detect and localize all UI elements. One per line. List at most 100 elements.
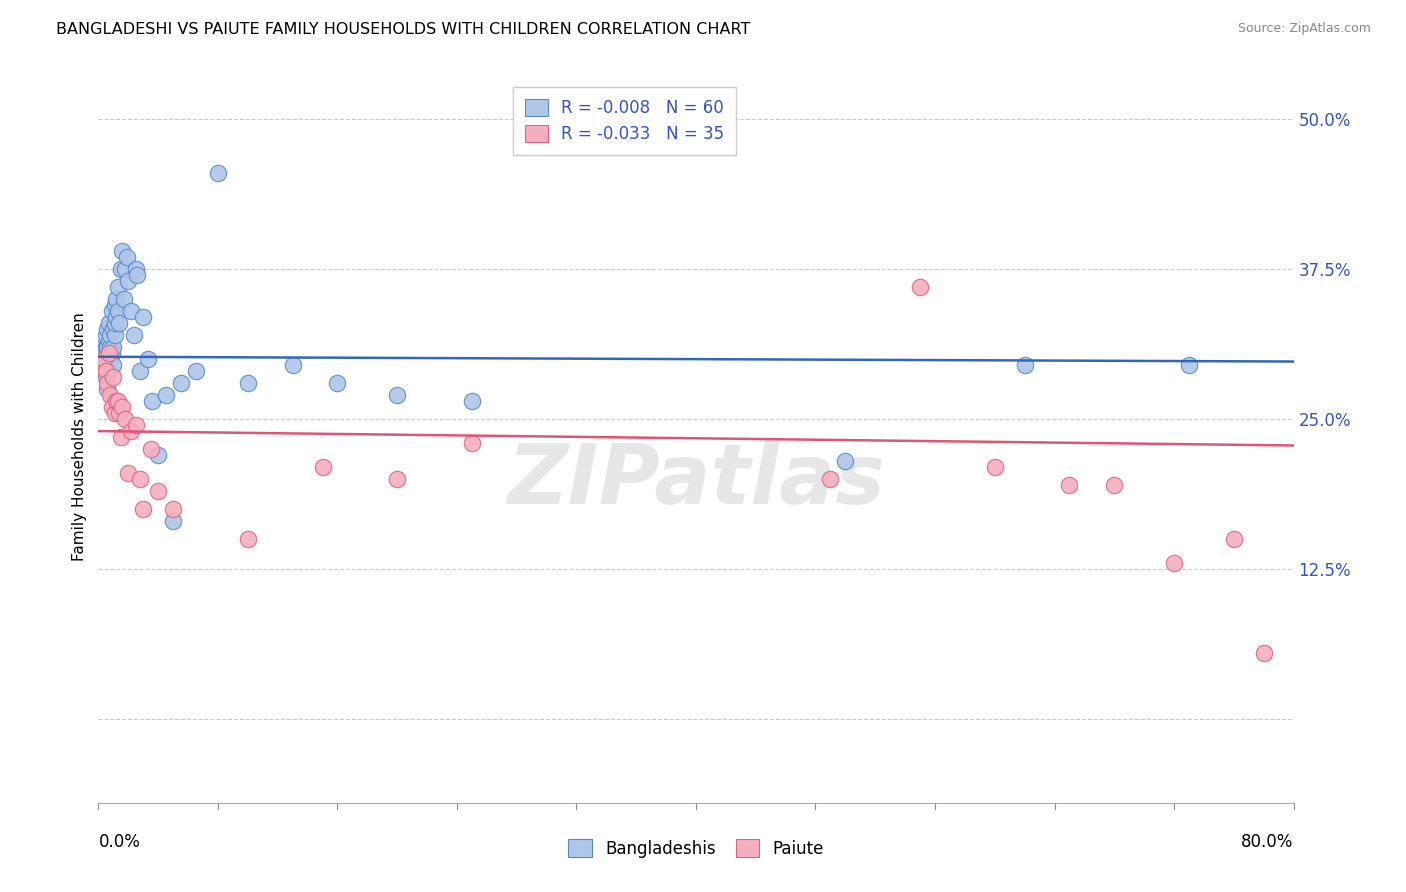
Point (105, 394, 128, 409)
Point (110, 262, 132, 277)
Point (107, 304, 129, 318)
Text: 0.0%: 0.0% (98, 833, 141, 851)
Point (148, 448, 170, 462)
Point (1059, 478, 1081, 492)
Point (1253, 646, 1275, 660)
Point (125, 418, 148, 433)
Point (114, 262, 136, 277)
Point (148, 483, 170, 498)
Point (97, 364, 120, 378)
Point (125, 262, 148, 277)
Point (103, 358, 125, 372)
Point (1014, 358, 1036, 372)
Point (132, 502, 155, 516)
Point (207, 166, 229, 180)
Point (127, 268, 149, 283)
Point (236, 532, 259, 546)
Point (461, 394, 484, 409)
Point (984, 460, 1007, 475)
Point (120, 424, 142, 438)
Point (169, 376, 191, 391)
Point (98, 340, 122, 354)
Point (162, 502, 184, 516)
Point (281, 358, 304, 372)
Point (114, 412, 136, 426)
Point (104, 328, 127, 343)
Point (105, 310, 128, 325)
Point (96, 322, 118, 336)
Point (91, 340, 114, 354)
Point (97, 346, 120, 360)
Point (461, 436, 484, 450)
Point (103, 370, 125, 384)
Point (101, 346, 124, 360)
Point (385, 472, 409, 486)
Point (104, 316, 127, 330)
Point (98, 352, 122, 367)
Point (236, 376, 259, 391)
Text: BANGLADESHI VS PAIUTE FAMILY HOUSEHOLDS WITH CHILDREN CORRELATION CHART: BANGLADESHI VS PAIUTE FAMILY HOUSEHOLDS … (56, 22, 751, 37)
Point (98, 388, 122, 402)
Point (93, 346, 115, 360)
Point (184, 364, 207, 378)
Legend: Bangladeshis, Paiute: Bangladeshis, Paiute (558, 830, 834, 868)
Point (162, 514, 184, 528)
Point (104, 298, 127, 312)
Point (132, 310, 155, 325)
Point (101, 400, 124, 414)
Point (94, 358, 117, 372)
Text: 80.0%: 80.0% (1241, 833, 1294, 851)
Point (1178, 358, 1201, 372)
Point (117, 274, 139, 288)
Point (94, 340, 117, 354)
Point (1223, 532, 1246, 546)
Point (96, 364, 118, 378)
Point (155, 388, 177, 402)
Point (105, 292, 128, 306)
Point (124, 328, 146, 343)
Point (1163, 556, 1185, 570)
Text: ZIPatlas: ZIPatlas (508, 441, 884, 522)
Point (104, 406, 127, 420)
Point (98, 328, 122, 343)
Point (111, 400, 134, 414)
Point (908, 280, 931, 294)
Point (103, 340, 125, 354)
Point (101, 304, 124, 318)
Point (136, 352, 159, 367)
Point (311, 460, 333, 475)
Point (108, 406, 131, 420)
Point (111, 244, 134, 259)
Point (115, 250, 138, 264)
Point (129, 472, 152, 486)
Point (120, 304, 142, 318)
Point (94, 364, 117, 378)
Point (1104, 478, 1126, 492)
Point (117, 466, 139, 480)
Y-axis label: Family Households with Children: Family Households with Children (72, 313, 87, 561)
Point (97, 316, 120, 330)
Point (94, 328, 117, 343)
Point (141, 394, 163, 409)
Point (820, 472, 842, 486)
Point (97, 334, 120, 348)
Point (107, 280, 129, 294)
Point (326, 376, 349, 391)
Point (96, 376, 118, 391)
Point (91, 352, 114, 367)
Text: Source: ZipAtlas.com: Source: ZipAtlas.com (1237, 22, 1371, 36)
Point (97, 346, 120, 360)
Point (91, 358, 114, 372)
Point (112, 292, 135, 306)
Point (129, 364, 152, 378)
Point (108, 316, 131, 330)
Point (93, 352, 115, 367)
Point (110, 430, 132, 444)
Point (834, 454, 856, 468)
Point (385, 388, 409, 402)
Point (107, 394, 129, 409)
Point (96, 340, 118, 354)
Point (94, 370, 117, 384)
Point (96, 382, 118, 396)
Point (103, 322, 125, 336)
